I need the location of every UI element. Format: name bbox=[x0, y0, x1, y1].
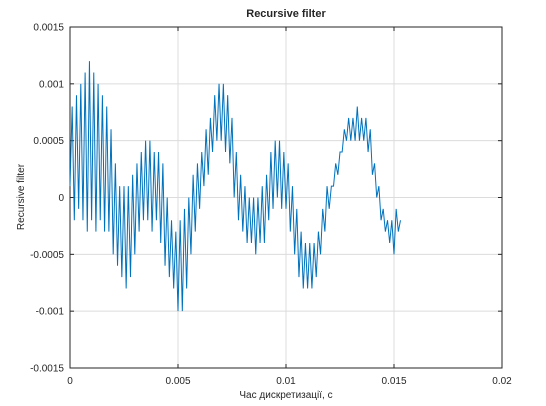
x-tick-label: 0.005 bbox=[165, 376, 190, 387]
y-tick-label: -0.001 bbox=[36, 307, 65, 318]
y-tick-label: 0.0005 bbox=[33, 136, 64, 147]
x-tick-label: 0.015 bbox=[381, 376, 406, 387]
data-line bbox=[69, 61, 401, 312]
y-tick-label: 0.001 bbox=[39, 79, 64, 90]
x-axis-label: Час дискретизації, с bbox=[239, 390, 332, 401]
plot-frame bbox=[69, 26, 503, 369]
y-tick-label: 0 bbox=[58, 193, 64, 204]
y-axis-label: Recursive filter bbox=[16, 163, 27, 230]
chart-title: Recursive filter bbox=[246, 8, 326, 20]
y-tick-label: 0.0015 bbox=[33, 23, 64, 34]
y-tick-label: -0.0015 bbox=[30, 364, 64, 375]
x-tick-label: 0.01 bbox=[276, 376, 296, 387]
y-tick-label: -0.0005 bbox=[30, 250, 64, 261]
x-tick-label: 0 bbox=[67, 376, 73, 387]
x-tick-label: 0.02 bbox=[492, 376, 512, 387]
